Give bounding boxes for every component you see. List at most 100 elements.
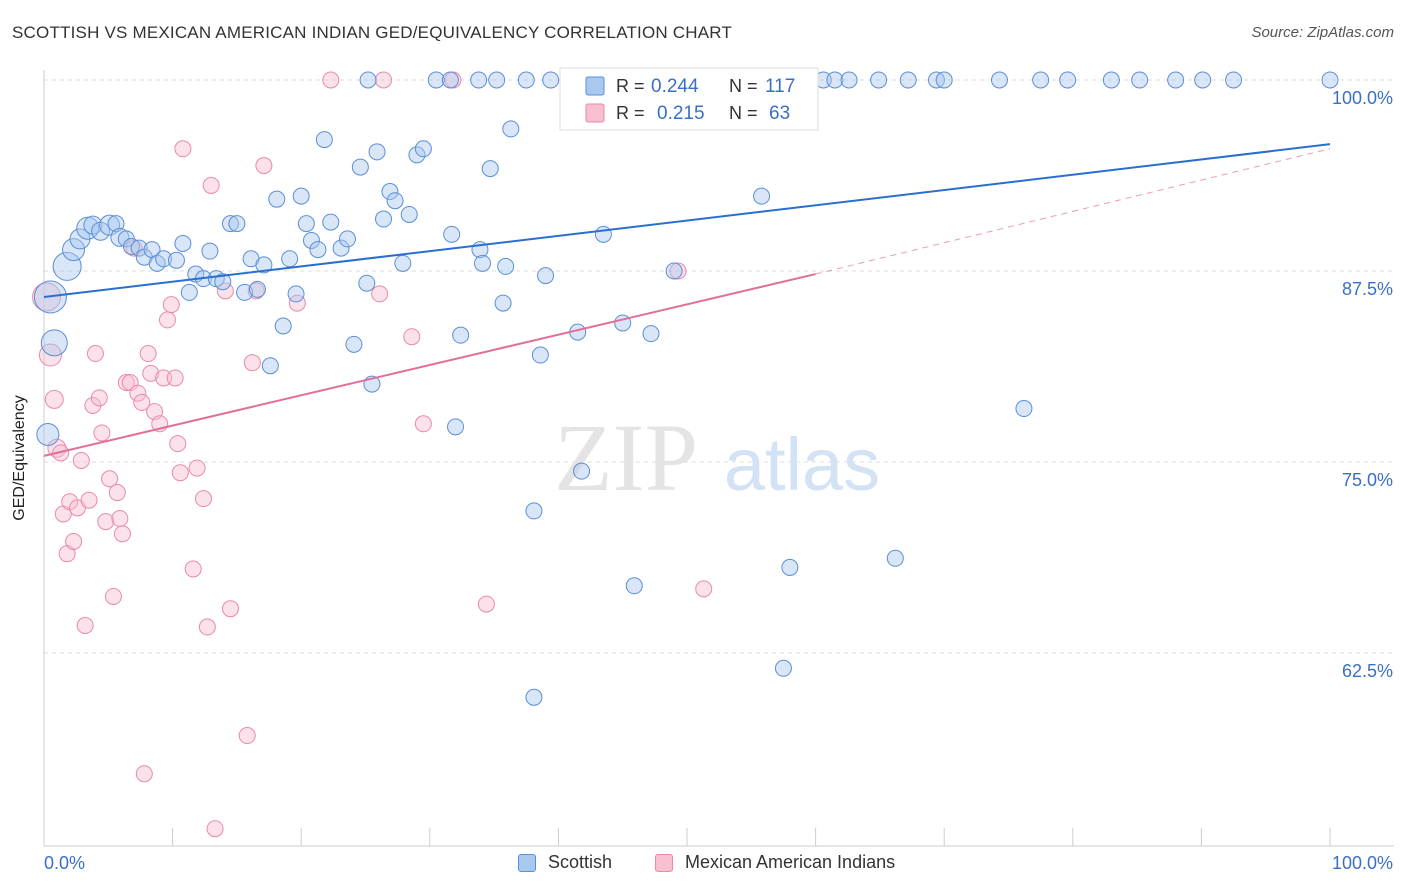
scottish-point-3 xyxy=(52,251,82,281)
scottish-point-111 xyxy=(1194,71,1212,89)
bottom-legend-swatch-scottish xyxy=(518,853,536,872)
legend-r-value-scottish: 0.244 xyxy=(651,76,699,97)
scottish-point-47 xyxy=(351,158,369,176)
scottish-point-41 xyxy=(309,241,327,259)
bottom-legend-label-scottish: Scottish xyxy=(548,852,613,872)
legend-swatch-mexican xyxy=(585,103,605,123)
mexican-point-34 xyxy=(158,311,176,329)
mexican-point-29 xyxy=(139,345,157,363)
scottish-point-10 xyxy=(107,215,125,233)
mexican-point-42 xyxy=(194,490,212,508)
scottish-point-28 xyxy=(228,215,246,233)
legend-n-value-scottish: 117 xyxy=(765,76,795,97)
trend-line-mexican-extension xyxy=(815,148,1331,275)
mexican-point-27 xyxy=(133,393,151,411)
scottish-point-48 xyxy=(358,274,376,292)
bottom-legend-scottish: Scottish xyxy=(518,852,612,873)
scottish-point-63 xyxy=(470,71,488,89)
mexican-point-47 xyxy=(221,600,239,618)
scottish-point-112 xyxy=(1225,71,1243,89)
mexican-point-48 xyxy=(238,727,256,745)
mexican-point-55 xyxy=(375,71,393,89)
scottish-point-107 xyxy=(1059,71,1077,89)
mexican-point-61 xyxy=(669,262,687,280)
scottish-point-53 xyxy=(386,192,404,210)
scottish-point-104 xyxy=(1015,400,1033,418)
mexican-point-17 xyxy=(97,513,115,531)
mexican-point-12 xyxy=(80,491,98,509)
mexican-point-33 xyxy=(155,369,173,387)
scottish-point-67 xyxy=(488,71,506,89)
bottom-legend-mexican: Mexican American Indians xyxy=(655,852,895,873)
mexican-point-2 xyxy=(44,389,64,409)
scottish-point-84 xyxy=(625,577,643,595)
scottish-point-113 xyxy=(1321,71,1339,89)
mexican-point-28 xyxy=(135,765,153,783)
trend-line-mexican xyxy=(43,273,816,457)
scottish-point-98 xyxy=(826,71,844,89)
scottish-point-73 xyxy=(525,688,543,706)
scottish-point-27 xyxy=(221,215,239,233)
mexican-point-8 xyxy=(65,532,83,550)
scottish-point-31 xyxy=(248,280,266,298)
mexican-point-37 xyxy=(169,435,187,453)
mexican-point-26 xyxy=(129,384,147,402)
mexican-point-49 xyxy=(243,354,261,372)
scottish-point-56 xyxy=(408,146,426,164)
scottish-point-114 xyxy=(774,659,792,677)
scottish-point-1 xyxy=(40,329,68,357)
mexican-point-57 xyxy=(414,415,432,433)
legend-n-label-scottish: N = xyxy=(729,76,758,96)
mexican-point-20 xyxy=(108,484,126,502)
mexican-point-35 xyxy=(162,296,180,314)
scottish-point-62 xyxy=(452,326,470,344)
scottish-point-7 xyxy=(83,215,103,235)
scottish-point-51 xyxy=(375,210,393,228)
zipatlas-watermark: ZIP atlas xyxy=(554,404,880,511)
mexican-point-39 xyxy=(174,140,192,158)
legend-swatch-scottish xyxy=(585,76,605,96)
scottish-point-106 xyxy=(1032,71,1050,89)
scottish-point-33 xyxy=(261,357,279,375)
scottish-point-34 xyxy=(268,190,286,208)
scottish-point-71 xyxy=(517,71,535,89)
watermark-zip: ZIP xyxy=(554,404,698,511)
scottish-point-61 xyxy=(447,418,465,436)
mexican-point-62 xyxy=(695,580,713,598)
mexican-point-16 xyxy=(93,424,111,442)
scottish-point-116 xyxy=(359,71,377,89)
mexican-point-15 xyxy=(90,389,108,407)
bottom-legend-label-mexican: Mexican American Indians xyxy=(685,852,896,872)
mexican-point-38 xyxy=(171,464,189,482)
mexican-point-44 xyxy=(202,176,220,194)
mexican-point-21 xyxy=(111,510,129,528)
mexican-point-45 xyxy=(206,820,224,838)
scottish-point-66 xyxy=(481,160,499,178)
scottish-point-74 xyxy=(531,346,549,364)
scottish-point-44 xyxy=(332,239,350,257)
scottish-point-8 xyxy=(91,221,111,241)
scottish-point-35 xyxy=(274,317,292,335)
scottish-point-105 xyxy=(990,71,1008,89)
scottish-point-54 xyxy=(394,254,412,272)
mexican-point-51 xyxy=(255,157,273,175)
scottish-point-78 xyxy=(573,462,591,480)
legend-r-label-scottish: R = xyxy=(616,76,645,96)
scottish-point-43 xyxy=(322,213,340,231)
scottish-point-103 xyxy=(935,71,953,89)
y-tick-label-3: 100.0% xyxy=(1332,88,1393,108)
legend-r-value-mexican: 0.215 xyxy=(657,103,705,124)
scottish-point-115 xyxy=(886,549,904,567)
legend-box: R = 0.244 N = 117 R = 0.215 N = 63 xyxy=(559,67,819,131)
scottish-point-26 xyxy=(214,273,232,291)
bottom-legend-swatch-mexican xyxy=(655,853,673,872)
mexican-point-53 xyxy=(322,71,340,89)
scottish-point-100 xyxy=(870,71,888,89)
axes xyxy=(43,70,1394,847)
chart-title: SCOTTISH VS MEXICAN AMERICAN INDIAN GED/… xyxy=(12,23,733,42)
scottish-point-85 xyxy=(642,325,660,343)
scottish-point-58 xyxy=(427,71,445,89)
scottish-point-18 xyxy=(155,250,173,268)
scottish-point-69 xyxy=(497,257,515,275)
